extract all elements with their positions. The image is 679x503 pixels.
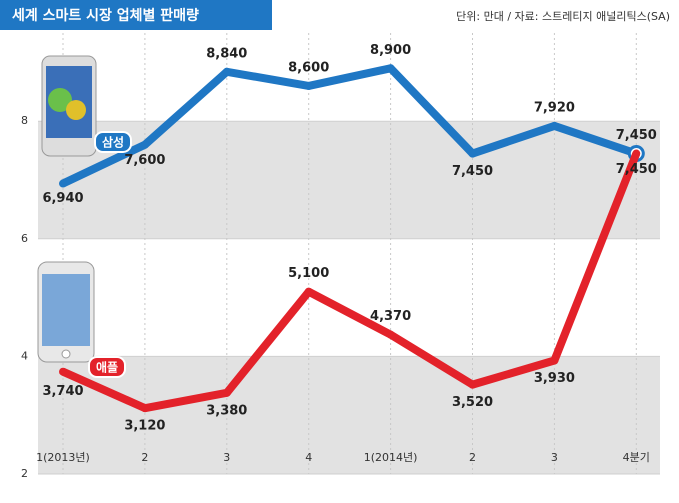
point bbox=[59, 367, 67, 376]
point bbox=[550, 121, 559, 130]
x-tick-label: 2 bbox=[469, 451, 476, 464]
point bbox=[468, 149, 477, 158]
x-tick-label: 2 bbox=[141, 451, 148, 464]
point bbox=[304, 81, 313, 90]
point bbox=[632, 149, 641, 158]
y-tick-label: 2 bbox=[21, 467, 28, 480]
iphone bbox=[37, 261, 95, 363]
point bbox=[222, 67, 231, 76]
legend-label: 삼성 bbox=[102, 135, 124, 150]
data-label: 3,380 bbox=[206, 403, 247, 418]
data-label: 3,930 bbox=[534, 371, 575, 386]
y-tick-label: 6 bbox=[21, 232, 28, 245]
grid-band bbox=[38, 356, 660, 474]
legend-badge bbox=[88, 356, 126, 378]
point bbox=[222, 388, 231, 397]
x-tick-label: 3 bbox=[223, 451, 230, 464]
chart-title: 세계 스마트 시장 업체별 판매량 bbox=[12, 7, 199, 24]
series-line bbox=[61, 64, 638, 188]
x-tick-label: 3 bbox=[551, 451, 558, 464]
data-label: 7,450 bbox=[452, 164, 493, 179]
point bbox=[550, 356, 559, 365]
legend-label: 애플 bbox=[96, 360, 118, 375]
data-label: 3,520 bbox=[452, 395, 493, 410]
data-label: 5,100 bbox=[288, 266, 329, 281]
data-label: 6,940 bbox=[42, 191, 83, 206]
title-banner bbox=[0, 0, 272, 30]
data-label: 7,450 bbox=[616, 128, 657, 143]
y-tick-label: 4 bbox=[21, 349, 28, 362]
data-label: 4,370 bbox=[370, 309, 411, 324]
data-label: 3,740 bbox=[42, 384, 83, 399]
x-tick-label: 4 bbox=[305, 451, 312, 464]
point bbox=[386, 64, 395, 73]
data-label: 8,900 bbox=[370, 43, 411, 58]
point bbox=[59, 179, 67, 188]
x-tick-label: 4분기 bbox=[623, 451, 650, 464]
data-label: 8,600 bbox=[288, 60, 329, 75]
galaxy-phone bbox=[41, 55, 97, 157]
series-line bbox=[61, 152, 641, 413]
data-label: 7,920 bbox=[534, 100, 575, 115]
data-label: 8,840 bbox=[206, 46, 247, 61]
point bbox=[468, 380, 477, 389]
subtitle: 단위: 만대 / 자료: 스트레티지 애널리틱스(SA) bbox=[456, 10, 670, 23]
point bbox=[304, 287, 313, 296]
data-label: 7,450 bbox=[616, 162, 657, 177]
x-tick-label: 1(2014년) bbox=[364, 451, 418, 464]
point bbox=[140, 140, 149, 149]
data-label: 3,120 bbox=[124, 419, 165, 434]
grid-band bbox=[38, 121, 660, 239]
point bbox=[386, 330, 395, 339]
data-label: 7,600 bbox=[124, 153, 165, 168]
y-tick-label: 8 bbox=[21, 114, 28, 127]
x-tick-label: 1(2013년) bbox=[36, 451, 90, 464]
legend-badge bbox=[94, 131, 132, 153]
point bbox=[140, 404, 149, 413]
